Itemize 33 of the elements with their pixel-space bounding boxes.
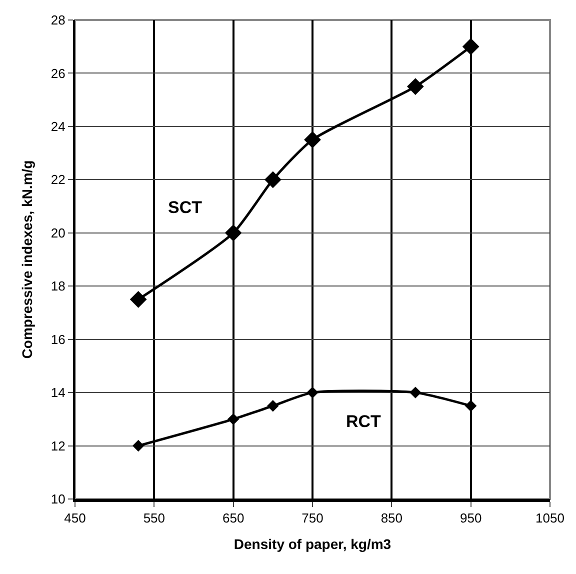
x-tick-label: 750 — [302, 510, 324, 526]
point — [304, 131, 321, 148]
point — [464, 400, 477, 412]
series-label: SCT — [168, 198, 203, 217]
point — [264, 171, 282, 188]
y-tick-label: 12 — [50, 438, 66, 454]
y-tick-label: 20 — [50, 225, 66, 240]
x-tick-label: 850 — [380, 510, 403, 526]
point — [224, 224, 242, 242]
y-tick-label: 10 — [50, 492, 66, 507]
point — [267, 400, 279, 412]
point — [132, 440, 144, 452]
y-tick-label: 26 — [50, 66, 66, 81]
point — [227, 413, 240, 426]
x-tick-label: 550 — [143, 510, 166, 526]
point — [306, 386, 318, 398]
y-tick-label: 18 — [50, 278, 66, 294]
y-tick-label: 16 — [50, 332, 66, 347]
series-label: RCT — [346, 412, 382, 431]
point — [406, 78, 424, 95]
y-tick-label: 24 — [50, 118, 66, 134]
x-axis-title: Density of paper, kg/m3 — [234, 536, 392, 552]
x-tick-label: 650 — [222, 510, 244, 526]
y-tick-label: 14 — [50, 385, 66, 400]
point — [410, 386, 422, 398]
point — [462, 38, 480, 56]
y-axis-title: Compressive indexes, kN.m/g — [19, 160, 36, 359]
y-tick-label: 28 — [50, 12, 66, 28]
x-tick-label: 1050 — [536, 510, 564, 526]
point — [130, 290, 147, 308]
x-tick-label: 950 — [460, 510, 482, 526]
y-tick-label: 22 — [50, 172, 66, 188]
x-tick-label: 450 — [64, 510, 86, 526]
